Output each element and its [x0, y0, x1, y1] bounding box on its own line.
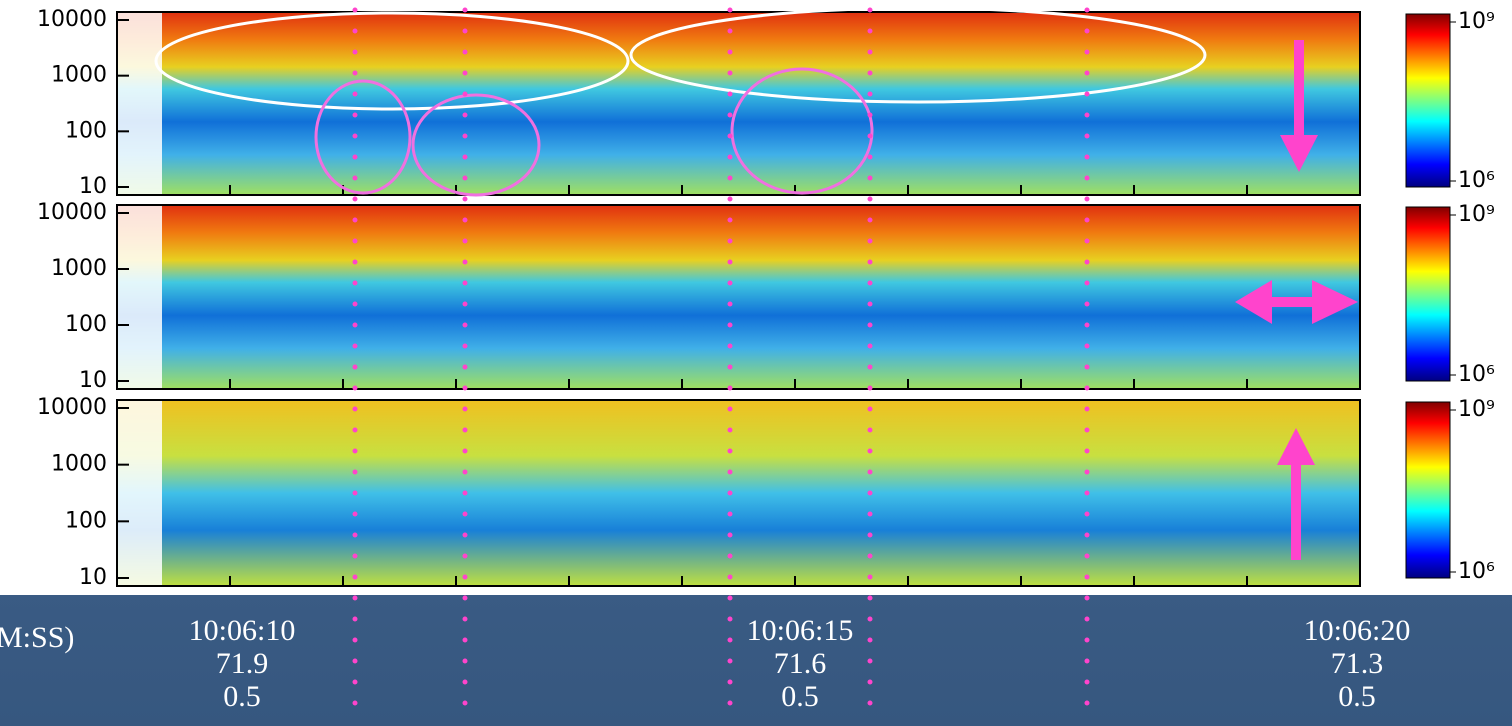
colorbar-tick-label: 10⁶	[1458, 168, 1495, 193]
x-tick-label: 0.5	[781, 680, 819, 713]
spectrogram	[117, 400, 1360, 586]
arrow	[1294, 40, 1304, 140]
colorbar-tick-label: 10⁹	[1458, 397, 1495, 422]
colorbar-tick-label: 10⁶	[1458, 559, 1495, 584]
y-tick-label: 100	[65, 118, 107, 143]
y-tick-label: 10	[79, 174, 107, 199]
x-tick-label: 10:06:20	[1304, 614, 1411, 647]
x-axis-label: M:SS)	[0, 621, 74, 654]
colorbar-tick-label: 10⁹	[1458, 202, 1495, 227]
y-tick-label: 10000	[37, 200, 107, 225]
y-tick-label: 10000	[37, 395, 107, 420]
slide: 10 100 1000 10000 10⁹ 10⁶ 10 100 1000 10000 10⁹ 10⁶…	[0, 0, 1512, 726]
y-tick-label: 10	[79, 368, 107, 393]
x-tick-label: 10:06:15	[747, 614, 854, 647]
y-tick-label: 100	[65, 508, 107, 533]
empty-region	[117, 400, 162, 586]
x-tick-label: 71.3	[1331, 647, 1384, 680]
x-tick-label: 71.6	[774, 647, 827, 680]
x-tick-label: 10:06:10	[189, 614, 296, 647]
y-tick-label: 1000	[51, 63, 107, 88]
y-tick-label: 100	[65, 312, 107, 337]
y-tick-label: 10000	[37, 7, 107, 32]
arrow	[1265, 297, 1315, 307]
colorbar	[1406, 402, 1450, 578]
arrow	[1291, 460, 1301, 560]
empty-region	[117, 12, 162, 195]
spectrogram	[117, 205, 1360, 389]
x-tick-label: 0.5	[223, 680, 261, 713]
x-tick-label: 71.9	[216, 647, 269, 680]
empty-region	[117, 205, 162, 389]
colorbar-tick-label: 10⁹	[1458, 9, 1495, 34]
colorbar-tick-label: 10⁶	[1458, 362, 1495, 387]
y-tick-label: 10	[79, 565, 107, 590]
x-tick-label: 0.5	[1338, 680, 1376, 713]
y-tick-label: 1000	[51, 452, 107, 477]
y-tick-label: 1000	[51, 256, 107, 281]
colorbar	[1406, 14, 1450, 187]
colorbar	[1406, 207, 1450, 381]
